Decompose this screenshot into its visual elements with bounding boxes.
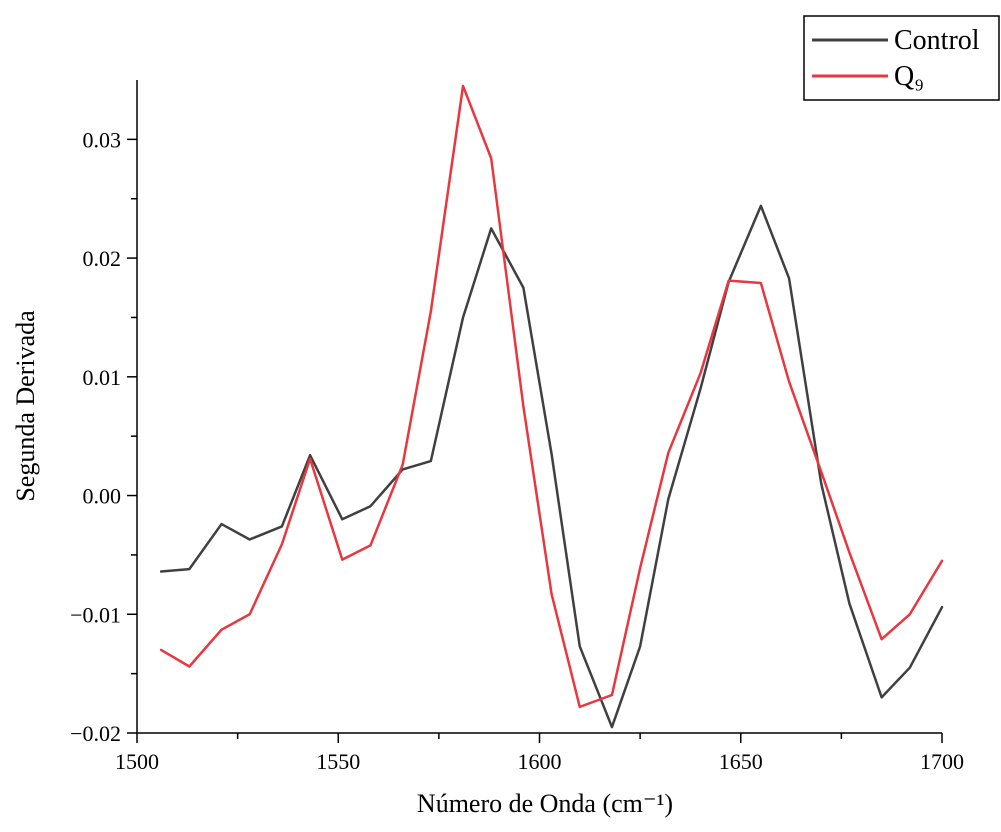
y-tick-label: 0.02 <box>83 246 122 271</box>
axes: 1500 1550 1600 1650 1700 −0.02 −0.01 0.00 0.01 0… <box>70 80 964 774</box>
y-axis-title: Segunda Derivada <box>11 310 40 502</box>
legend: Control Q₉ <box>804 16 999 100</box>
x-axis-ticks: 1500 1550 1600 1650 1700 <box>115 733 964 774</box>
y-tick-label: −0.01 <box>70 602 121 627</box>
x-tick-label: 1500 <box>115 749 159 774</box>
legend-label-control: Control <box>894 25 980 56</box>
y-axis-ticks: −0.02 −0.01 0.00 0.01 0.02 0.03 <box>70 127 137 746</box>
y-tick-label: 0.03 <box>83 127 122 152</box>
x-tick-label: 1700 <box>920 749 964 774</box>
y-tick-label: 0.00 <box>83 484 122 509</box>
x-tick-label: 1650 <box>719 749 763 774</box>
x-axis-title: Número de Onda (cm⁻¹) <box>417 789 673 818</box>
y-tick-label: 0.01 <box>83 365 122 390</box>
series-line-control <box>161 206 942 727</box>
series-layer <box>161 86 942 727</box>
series-line-q9 <box>161 86 942 707</box>
x-tick-label: 1550 <box>316 749 360 774</box>
x-tick-label: 1600 <box>518 749 562 774</box>
legend-label-q9: Q₉ <box>894 61 924 92</box>
y-tick-label: −0.02 <box>70 721 121 746</box>
